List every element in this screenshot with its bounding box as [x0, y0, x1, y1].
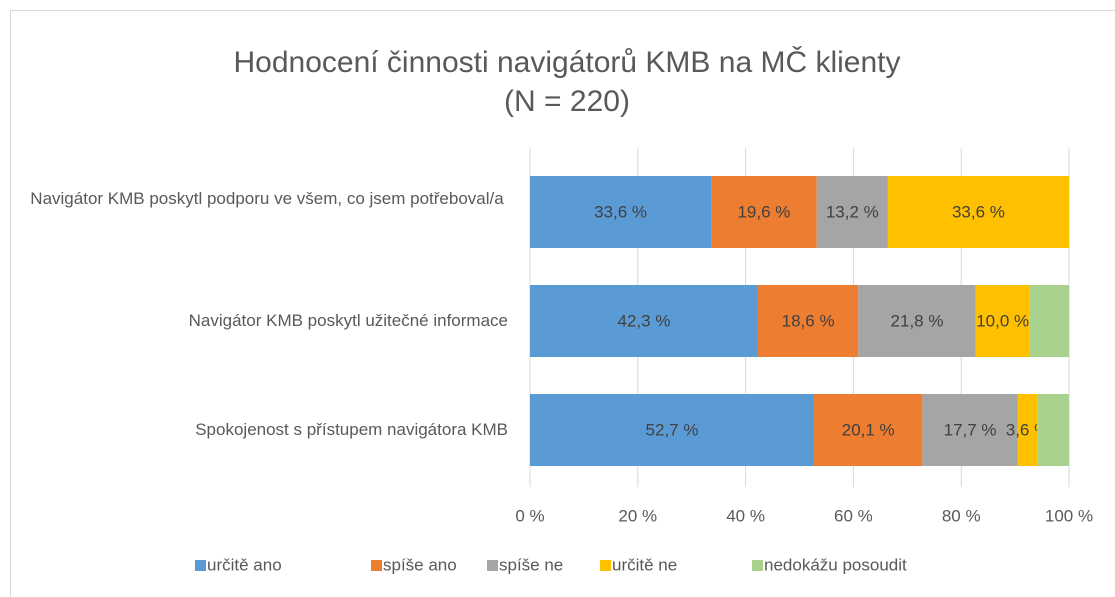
data-label: 52,7 %: [646, 420, 699, 439]
x-tick-label: 60 %: [834, 506, 873, 525]
bar-segment: [530, 394, 815, 466]
data-label: 20,1 %: [842, 420, 895, 439]
legend-label: určitě ne: [612, 555, 677, 574]
bar-segment: [1037, 394, 1069, 466]
bar-segment: [530, 285, 758, 357]
legend-label: určitě ano: [207, 555, 282, 574]
x-tick-label: 20 %: [618, 506, 657, 525]
chart-title: Hodnocení činnosti navigátorů KMB na MČ …: [233, 45, 900, 79]
data-label: 33,6 %: [594, 202, 647, 221]
bar-segment: [816, 176, 888, 248]
legend-label: spíše ano: [383, 555, 457, 574]
data-label: 13,2 %: [826, 202, 879, 221]
bar-segment: [858, 285, 976, 357]
chart-border: [10, 10, 1115, 597]
data-label: 42,3 %: [618, 311, 671, 330]
category-label: Spokojenost s přístupem navigátora KMB: [195, 420, 508, 439]
bar-segment: [711, 176, 817, 248]
data-label: 19,6 %: [737, 202, 790, 221]
legend-swatch: [487, 560, 498, 571]
bar-segment: [975, 285, 1030, 357]
legend-swatch: [752, 560, 763, 571]
legend-label: spíše ne: [499, 555, 563, 574]
legend-swatch: [600, 560, 611, 571]
data-label: 10,0 %: [976, 311, 1029, 330]
legend-label: nedokážu posoudit: [764, 555, 907, 574]
bar-segment: [530, 176, 712, 248]
data-label: 33,6 %: [952, 202, 1005, 221]
bar-segment: [922, 394, 1018, 466]
bar-segment: [1017, 394, 1038, 466]
category-label: Navigátor KMB poskytl podporu ve všem, c…: [30, 189, 504, 208]
legend-swatch: [195, 560, 206, 571]
x-tick-label: 100 %: [1045, 506, 1093, 525]
x-tick-label: 0 %: [515, 506, 544, 525]
legend-swatch: [371, 560, 382, 571]
bar-segment: [814, 394, 923, 466]
chart-subtitle: (N = 220): [504, 85, 630, 118]
data-label: 21,8 %: [891, 311, 944, 330]
category-label: Navigátor KMB poskytl užitečné informace: [188, 311, 508, 330]
x-tick-label: 40 %: [726, 506, 765, 525]
x-tick-label: 80 %: [942, 506, 981, 525]
bar-segment: [887, 176, 1069, 248]
data-label: 17,7 %: [944, 420, 997, 439]
bar-segment: [1029, 285, 1069, 357]
data-label: 18,6 %: [782, 311, 835, 330]
bar-segment: [757, 285, 859, 357]
